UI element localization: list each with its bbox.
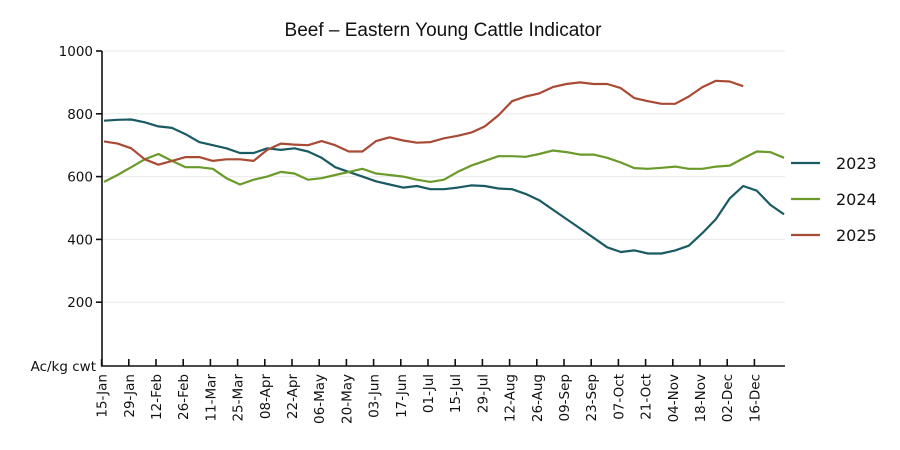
x-tick-label: 18-Nov <box>693 374 709 422</box>
x-tick-label: 20-May <box>339 374 355 424</box>
y-tick-label: 400 <box>67 232 93 248</box>
series-line-2025 <box>103 79 744 166</box>
y-tick-label: 800 <box>67 107 93 123</box>
x-tick-label: 12-Aug <box>503 374 519 422</box>
x-tick-label: 06-May <box>312 374 328 424</box>
axes <box>101 51 785 367</box>
x-tick-label: 17-Jun <box>394 374 410 418</box>
x-tick-label: 25-Mar <box>231 374 247 422</box>
legend-label-2023: 2023 <box>836 154 877 173</box>
x-tick-label: 02-Dec <box>720 374 736 422</box>
x-tick-label: 22-Apr <box>285 374 301 420</box>
series-line-2023 <box>103 118 785 255</box>
x-tick-label: 26-Aug <box>530 374 546 422</box>
series-line-2024 <box>103 149 785 186</box>
x-ticks: 15-Jan 29-Jan 12-Feb 26-Feb 11-Mar 25-Mar 08-A… <box>95 359 763 424</box>
y-tick-label: 600 <box>67 170 93 186</box>
x-tick-label: 04-Nov <box>666 374 682 422</box>
chart-title: Beef – Eastern Young Cattle Indicator <box>285 20 603 41</box>
x-tick-label: 07-Oct <box>611 374 627 420</box>
legend-label-2025: 2025 <box>836 226 877 245</box>
legend-label-2024: 2024 <box>836 190 877 209</box>
x-tick-label: 15-Jan <box>95 374 111 418</box>
x-tick-label: 23-Sep <box>584 374 600 422</box>
x-tick-label: 08-Apr <box>258 374 274 420</box>
y-unit-label: Ac/kg cwt <box>31 359 96 375</box>
x-tick-label: 15-Jul <box>448 374 464 413</box>
gridlines <box>102 50 785 303</box>
y-tick-label: 200 <box>67 295 93 311</box>
x-tick-label: 01-Jul <box>421 374 437 413</box>
y-ticks: 200 400 600 800 1000 <box>59 44 102 311</box>
x-tick-label: 09-Sep <box>557 374 573 422</box>
x-tick-label: 12-Feb <box>149 374 165 420</box>
x-tick-label: 11-Mar <box>203 374 219 422</box>
y-tick-label: 1000 <box>59 44 93 60</box>
x-tick-label: 29-Jan <box>122 374 138 418</box>
x-tick-label: 03-Jun <box>367 374 383 418</box>
x-tick-label: 16-Dec <box>747 374 763 422</box>
x-tick-label: 21-Oct <box>639 374 655 420</box>
series-layer <box>103 79 785 255</box>
legend: 2023 2024 2025 <box>791 154 877 245</box>
x-tick-label: 26-Feb <box>176 374 192 420</box>
x-tick-label: 29-Jul <box>475 374 491 413</box>
